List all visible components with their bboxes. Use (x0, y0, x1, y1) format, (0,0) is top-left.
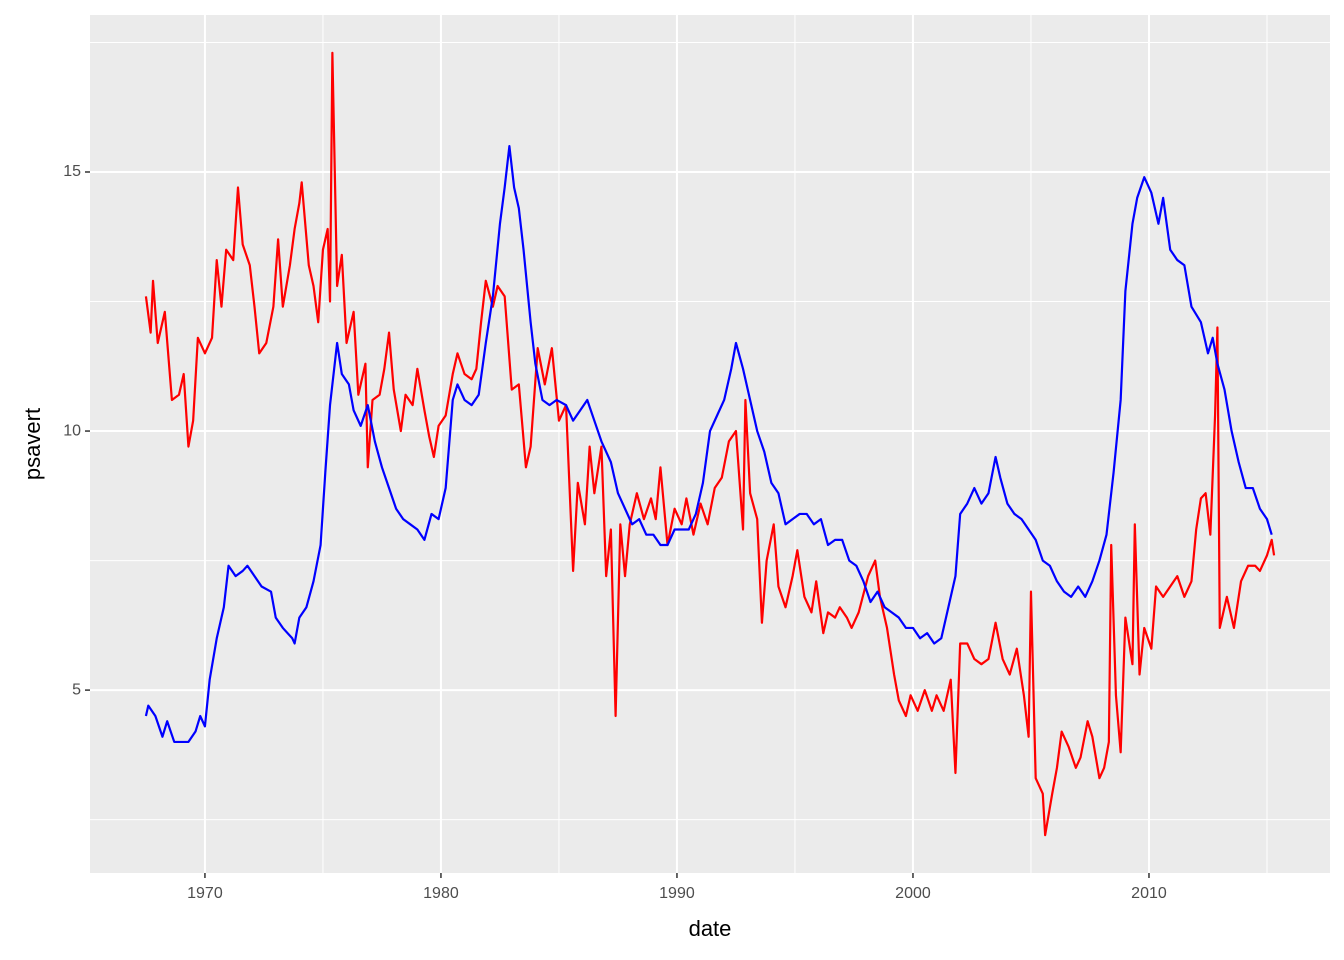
x-tick-label: 1990 (659, 885, 695, 902)
y-axis-title: psavert (20, 408, 45, 480)
y-tick-label: 15 (63, 163, 81, 180)
series-line (144, 144, 1273, 744)
y-tick-label: 5 (72, 681, 81, 698)
x-axis-title: date (689, 916, 732, 941)
series-line (144, 51, 1276, 837)
x-tick-label: 2000 (895, 885, 931, 902)
x-tick-label: 1980 (423, 885, 459, 902)
x-tick-label: 1970 (187, 885, 223, 902)
panel (90, 15, 1330, 873)
y-tick-label: 10 (63, 422, 81, 439)
x-tick-label: 2010 (1131, 885, 1167, 902)
